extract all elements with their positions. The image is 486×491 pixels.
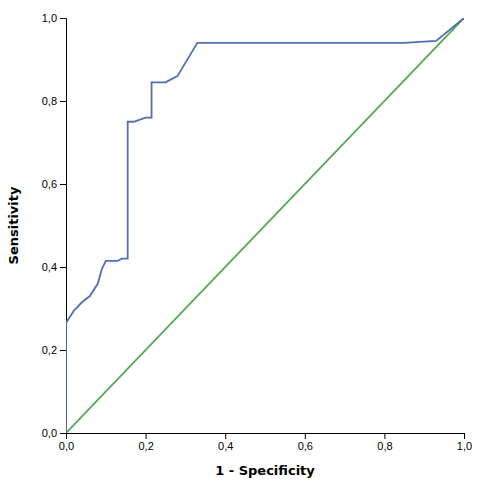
tick-mark — [60, 267, 66, 268]
tick-label: 0,0 — [59, 440, 74, 452]
tick-mark — [60, 350, 66, 351]
tick-mark — [305, 433, 306, 439]
tick-mark — [384, 433, 385, 439]
tick: 0,4 — [218, 433, 233, 452]
tick-label: 0,6 — [42, 178, 57, 190]
plot: 0,0 0,2 0,4 0,6 0,8 1,0 0,0 0,2 0,4 0,6 0,8 1,0 1 - … — [6, 12, 472, 478]
tick-label: 0,2 — [138, 440, 153, 452]
tick-label: 0,2 — [42, 344, 57, 356]
tick-label: 0,8 — [42, 95, 57, 107]
tick-label: 0,8 — [377, 440, 392, 452]
tick-mark — [60, 184, 66, 185]
tick-label: 0,0 — [42, 427, 57, 439]
tick: 1,0 — [457, 433, 472, 452]
tick-label: 0,4 — [218, 440, 233, 452]
tick: 0,8 — [377, 433, 392, 452]
y-axis-title: Sensitivity — [6, 186, 21, 264]
tick: 0,6 — [298, 433, 313, 452]
chart: 0,0 0,2 0,4 0,6 0,8 1,0 0,0 0,2 0,4 0,6 0,8 1,0 1 - … — [0, 0, 486, 491]
tick: 0,2 — [42, 344, 66, 356]
tick-label: 1,0 — [42, 12, 57, 24]
tick: 1,0 — [42, 12, 66, 24]
tick: 0,6 — [42, 178, 66, 190]
tick-mark — [60, 101, 66, 102]
tick-label: 0,4 — [42, 261, 57, 273]
tick: 0,0 — [42, 427, 66, 439]
tick-mark — [60, 18, 66, 19]
tick: 0,4 — [42, 261, 66, 273]
y-axis: 0,0 0,2 0,4 0,6 0,8 1,0 — [42, 12, 67, 439]
axis-line — [67, 434, 465, 440]
tick-label: 1,0 — [457, 440, 472, 452]
marks — [66, 18, 464, 433]
tick-label: 0,6 — [298, 440, 313, 452]
tick-mark — [146, 433, 147, 439]
tick: 0,2 — [138, 433, 153, 452]
axis-line — [60, 19, 67, 434]
tick-mark — [464, 433, 465, 439]
tick-mark — [60, 433, 66, 434]
tick-mark — [225, 433, 226, 439]
line — [66, 18, 464, 433]
x-axis-title: 1 - Specificity — [215, 463, 315, 478]
x-axis: 0,0 0,2 0,4 0,6 0,8 1,0 — [59, 433, 472, 452]
tick: 0,0 — [59, 433, 74, 452]
tick: 0,8 — [42, 95, 66, 107]
line — [66, 18, 464, 433]
